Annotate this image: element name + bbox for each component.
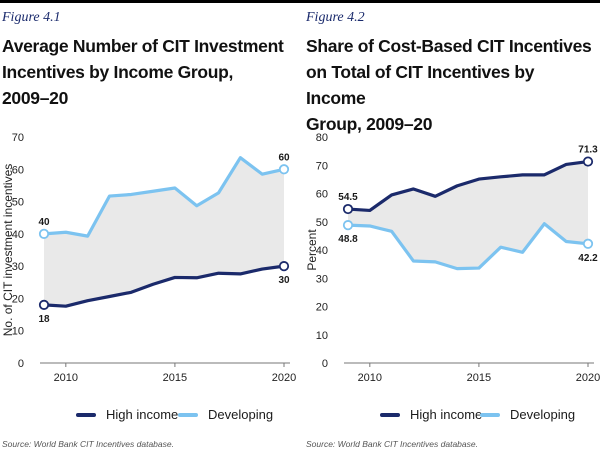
legend-item-high-income: High income [380, 407, 482, 422]
y-tick-label: 60 [316, 189, 328, 201]
end-value-label: 60 [278, 152, 290, 163]
y-tick-label: 50 [316, 217, 328, 229]
x-tick-label: 2015 [467, 372, 491, 384]
source-note: Source: World Bank CIT Incentives databa… [2, 439, 174, 449]
start-value-label: 40 [38, 217, 50, 228]
legend-item-developing: Developing [480, 407, 575, 422]
series-line-high-income [346, 159, 590, 213]
y-tick-label: 60 [12, 164, 24, 176]
end-marker-developing [582, 238, 594, 249]
y-tick-label: 0 [322, 358, 328, 370]
chart-title: Average Number of CIT Investment Incenti… [2, 33, 294, 111]
start-value-label: 18 [38, 314, 50, 325]
legend-label: Developing [208, 407, 274, 422]
start-value-label: 48.8 [338, 234, 358, 245]
chart-title-line: on Total of CIT Incentives by Income [306, 62, 535, 108]
start-marker-developing [38, 228, 50, 239]
x-tick-label: 2020 [272, 372, 296, 384]
y-axis-label: No. of CIT investment incentives [1, 164, 15, 337]
legend-label: High income [106, 407, 179, 422]
y-tick-label: 10 [316, 330, 328, 342]
end-marker-high-income [582, 156, 594, 167]
x-tick-label: 2015 [163, 372, 187, 384]
end-value-label: 30 [278, 275, 290, 286]
legend-label: Developing [510, 407, 576, 422]
line-chart-4-2: Percent 0 10 20 30 40 50 60 70 80 2010 2015 2020 54.5… [305, 132, 600, 384]
end-value-label: 42.2 [578, 253, 598, 264]
y-tick-label: 30 [12, 261, 24, 273]
y-tick-label: 70 [12, 132, 24, 144]
figure-4-2-panel: Figure 4.2 Share of Cost-Based CIT Incen… [304, 3, 600, 450]
start-value-label: 54.5 [338, 192, 358, 203]
y-tick-label: 30 [316, 273, 328, 285]
legend-swatch-high-income [380, 412, 400, 417]
end-marker-high-income [278, 261, 290, 272]
source-note: Source: World Bank CIT Incentives databa… [306, 439, 478, 449]
end-value-label: 71.3 [578, 145, 598, 156]
line-chart-4-1: No. of CIT investment incentives 0 10 20 30 4… [1, 132, 296, 384]
series-line-developing [346, 222, 590, 271]
legend-swatch-developing [480, 412, 500, 417]
y-tick-label: 70 [316, 160, 328, 172]
start-marker-high-income [38, 299, 50, 310]
chart-title-line: Group, 2009–20 [306, 114, 433, 134]
y-tick-label: 50 [12, 197, 24, 209]
end-marker-developing [278, 164, 290, 175]
x-tick-label: 2010 [358, 372, 382, 384]
x-tick-label: 2010 [54, 372, 78, 384]
top-rule [0, 0, 600, 3]
y-tick-label: 20 [12, 293, 24, 305]
y-tick-label: 20 [316, 302, 328, 314]
y-tick-label: 40 [316, 245, 328, 257]
legend-swatch-high-income [76, 412, 96, 417]
start-marker-developing [342, 220, 354, 231]
legend-item-high-income: High income [76, 407, 178, 422]
legend-item-developing: Developing [178, 407, 273, 422]
figure-label: Figure 4.1 [2, 10, 61, 25]
legend-label: High income [410, 407, 483, 422]
y-tick-label: 40 [12, 229, 24, 241]
shaded-gap-area [348, 161, 588, 269]
chart-title-line: Share of Cost-Based CIT Incentives [306, 36, 592, 56]
chart-title: Share of Cost-Based CIT Incentives on To… [306, 33, 598, 137]
chart-plot-area: Percent 0 10 20 30 40 50 60 70 80 2010 2015 2020 54.5… [304, 125, 600, 395]
y-axis-label: Percent [305, 229, 319, 271]
series-line-high-income [42, 264, 286, 308]
legend-swatch-developing [178, 412, 198, 417]
start-marker-high-income [342, 203, 354, 215]
figure-label: Figure 4.2 [306, 10, 365, 25]
y-tick-label: 80 [316, 132, 328, 144]
chart-title-line: 2009–20 [2, 88, 69, 108]
shaded-gap-area [44, 157, 284, 307]
x-tick-label: 2020 [576, 372, 600, 384]
chart-plot-area: No. of CIT investment incentives 0 10 20 30 4… [0, 125, 300, 395]
figure-4-1-panel: Figure 4.1 Average Number of CIT Investm… [0, 3, 300, 450]
series-line-developing [42, 156, 286, 238]
y-tick-label: 0 [18, 358, 24, 370]
chart-title-line: Incentives by Income Group, [2, 62, 234, 82]
y-tick-label: 10 [12, 326, 24, 338]
chart-title-line: Average Number of CIT Investment [2, 36, 284, 56]
